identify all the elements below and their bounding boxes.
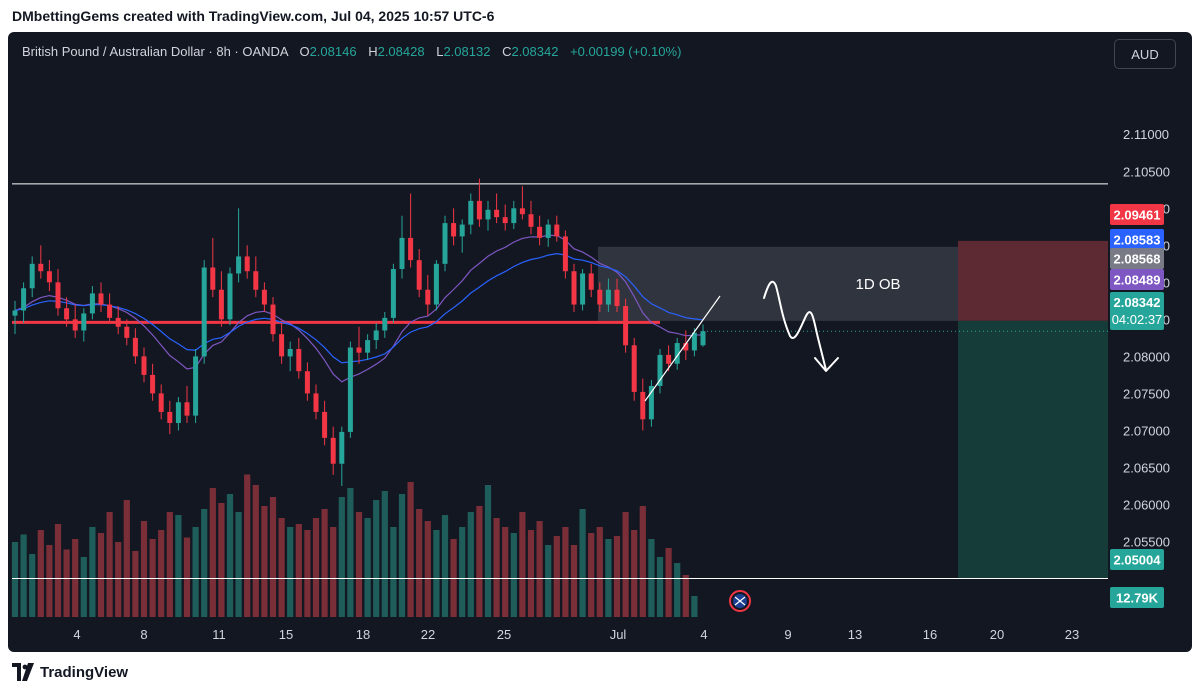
low-value: 2.08132 xyxy=(443,44,491,59)
symbol-legend: British Pound / Australian Dollar · 8h ·… xyxy=(22,44,689,59)
watermark-text: DMbettingGems created with TradingView.c… xyxy=(12,8,495,24)
currency-button[interactable]: AUD xyxy=(1114,39,1176,69)
symbol-title: British Pound / Australian Dollar · 8h ·… xyxy=(22,44,289,59)
top-watermark-bar: DMbettingGems created with TradingView.c… xyxy=(0,0,1200,32)
chart-frame[interactable]: British Pound / Australian Dollar · 8h ·… xyxy=(8,32,1192,652)
tradingview-logo-icon xyxy=(12,663,34,681)
change-value: +0.00199 (+0.10%) xyxy=(570,44,682,59)
open-value: 2.08146 xyxy=(309,44,357,59)
low-label: L xyxy=(436,44,444,59)
footer-brand: TradingView xyxy=(0,652,1200,693)
high-label: H xyxy=(368,44,378,59)
open-label: O xyxy=(299,44,310,59)
high-value: 2.08428 xyxy=(377,44,425,59)
brand-name: TradingView xyxy=(40,664,129,681)
close-label: C xyxy=(502,44,512,59)
close-value: 2.08342 xyxy=(511,44,559,59)
